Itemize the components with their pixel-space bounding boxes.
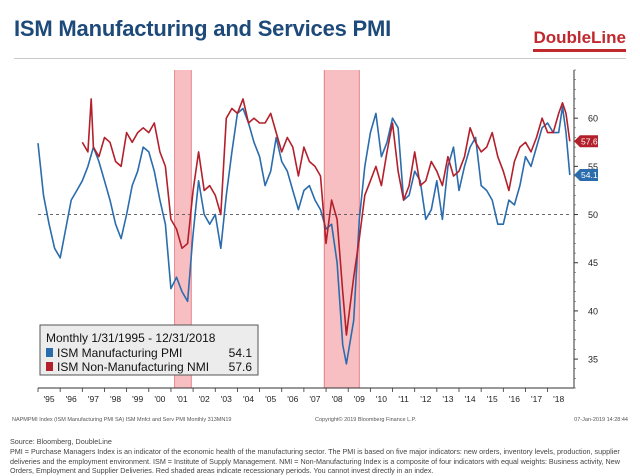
- legend-value-nonmanufacturing: 57.6: [229, 360, 253, 374]
- y-tick-label-60: 60: [588, 114, 598, 124]
- bloomberg-copyright: Copyright© 2019 Bloomberg Finance L.P.: [315, 416, 417, 423]
- legend-title: Monthly 1/31/1995 - 12/31/2018: [46, 331, 216, 345]
- x-tick-label-2001: '01: [176, 394, 187, 404]
- footnote-source: Source: Bloomberg, DoubleLine: [10, 437, 112, 446]
- x-tick-label-2012: '12: [420, 394, 431, 404]
- x-tick-label-2018: '18: [553, 394, 564, 404]
- legend-value-manufacturing: 54.1: [229, 346, 253, 360]
- x-tick-label-2000: '00: [154, 394, 165, 404]
- bloomberg-timestamp: 07-Jan-2019 14:28:44: [574, 417, 628, 423]
- x-tick-label-2010: '10: [376, 394, 387, 404]
- x-tick-label-1995: '95: [44, 394, 55, 404]
- series-line-manufacturing: [37, 105, 571, 365]
- x-tick-label-2016: '16: [509, 394, 520, 404]
- y-tick-label-45: 45: [588, 258, 598, 268]
- x-tick-label-2007: '07: [309, 394, 320, 404]
- x-tick-label-2008: '08: [332, 394, 343, 404]
- x-tick-label-1997: '97: [88, 394, 99, 404]
- last-value-label-manufacturing: 54.1: [581, 170, 598, 180]
- x-tick-label-2002: '02: [199, 394, 210, 404]
- last-value-flag-manufacturing: [574, 169, 598, 182]
- legend-swatch-manufacturing: [46, 348, 53, 357]
- x-tick-label-2009: '09: [354, 394, 365, 404]
- y-tick-label-40: 40: [588, 306, 598, 316]
- x-tick-label-1996: '96: [66, 394, 77, 404]
- x-tick-label-2014: '14: [465, 394, 476, 404]
- pmi-chart: 35 40 45 50 55 60 '95 '96 '97 '98 '99 '00 '01 '02 '03…: [0, 62, 640, 430]
- x-tick-label-1999: '99: [132, 394, 143, 404]
- x-tick-label-2015: '15: [487, 394, 498, 404]
- legend-label-manufacturing: ISM Manufacturing PMI: [57, 346, 182, 360]
- footnote-definitions: PMI = Purchase Managers Index is an indi…: [10, 447, 620, 475]
- x-tick-label-2003: '03: [221, 394, 232, 404]
- header-divider: [14, 58, 626, 59]
- x-tick-label-2011: '11: [398, 394, 409, 404]
- legend-swatch-nonmanufacturing: [46, 362, 53, 371]
- x-tick-label-2004: '04: [243, 394, 254, 404]
- y-tick-label-55: 55: [588, 162, 598, 172]
- x-tick-label-2013: '13: [442, 394, 453, 404]
- series-line-nonmanufacturing: [81, 98, 571, 336]
- x-tick-label-2005: '05: [265, 394, 276, 404]
- recession-band-1: [174, 70, 192, 388]
- chart-legend: Monthly 1/31/1995 - 12/31/2018 ISM Manuf…: [39, 324, 259, 376]
- x-tick-label-2017: '17: [531, 394, 542, 404]
- page-title: ISM Manufacturing and Services PMI: [14, 16, 392, 41]
- last-value-flag-nonmanufacturing: [574, 135, 598, 148]
- x-tick-label-1998: '98: [110, 394, 121, 404]
- y-tick-label-50: 50: [588, 210, 598, 220]
- x-tick-label-2006: '06: [287, 394, 298, 404]
- y-tick-label-35: 35: [588, 355, 598, 365]
- doubleline-logo: DoubleLine: [533, 28, 626, 52]
- last-value-label-nonmanufacturing: 57.6: [581, 137, 598, 147]
- bloomberg-source-note: NAPMPMI Index (ISM Manufacturing PMI SA)…: [12, 417, 231, 423]
- legend-label-nonmanufacturing: ISM Non-Manufacturing NMI: [57, 360, 209, 374]
- legend-box: [39, 324, 259, 376]
